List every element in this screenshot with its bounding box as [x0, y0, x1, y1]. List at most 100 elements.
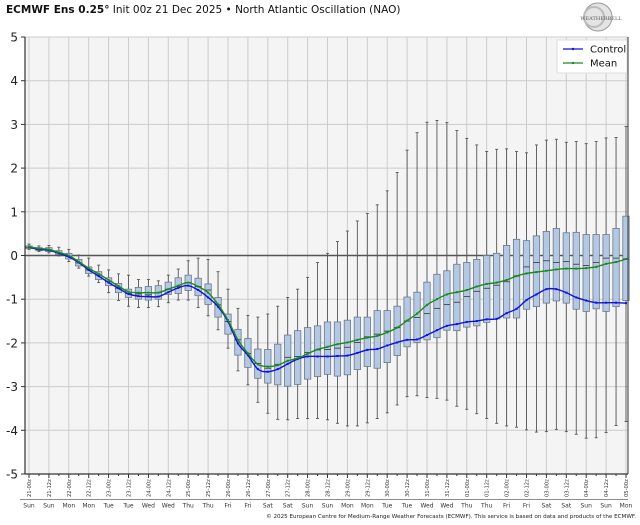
- chart-title: ECMWF Ens 0.25° Init 00z 21 Dec 2025 • N…: [6, 4, 401, 16]
- box-iqr: [602, 234, 610, 312]
- series-point-mean: [107, 278, 110, 281]
- x-tick-label: 21-00z: [27, 479, 33, 497]
- series-point-control: [406, 338, 409, 341]
- series-point-mean: [177, 284, 180, 287]
- series-point-control: [306, 355, 309, 358]
- series-point-control: [177, 286, 180, 289]
- x-tick-label: 26-00z: [226, 479, 232, 497]
- box-iqr: [522, 240, 531, 310]
- series-point-control: [366, 348, 369, 351]
- day-label: Sun: [43, 503, 55, 510]
- series-point-control: [137, 295, 140, 298]
- x-tick-label: 29-12z: [365, 479, 371, 497]
- box-iqr: [542, 231, 551, 304]
- x-tick-label: 29-00z: [345, 479, 351, 497]
- series-point-mean: [246, 352, 249, 355]
- title-model: ECMWF Ens 0.25°: [6, 4, 109, 16]
- series-point-mean: [366, 336, 369, 339]
- box-iqr: [393, 305, 401, 356]
- x-tick-label: 27-12z: [286, 479, 292, 497]
- series-point-mean: [535, 271, 538, 274]
- x-tick-label: 23-12z: [127, 479, 133, 497]
- series-point-mean: [57, 251, 60, 254]
- y-tick-label: -4: [6, 424, 18, 438]
- box-iqr: [323, 321, 332, 375]
- series-point-control: [107, 281, 110, 284]
- series-point-control: [376, 348, 379, 351]
- series-point-mean: [445, 293, 448, 296]
- series-point-control: [595, 301, 598, 304]
- series-point-control: [505, 312, 508, 315]
- x-tick-label: 02-12z: [525, 479, 531, 497]
- series-point-mean: [485, 282, 488, 285]
- series-point-control: [475, 320, 478, 323]
- series-point-control: [416, 338, 419, 341]
- series-point-mean: [197, 285, 200, 288]
- x-tick-label: 01-00z: [465, 479, 471, 497]
- series-point-mean: [605, 262, 608, 265]
- x-tick-label: 28-12z: [326, 479, 332, 497]
- box-iqr: [483, 255, 491, 323]
- x-tick-label: 31-12z: [445, 479, 451, 497]
- series-point-mean: [296, 357, 299, 360]
- series-point-mean: [396, 326, 399, 329]
- day-label: Mon: [82, 503, 95, 510]
- series-point-mean: [217, 303, 220, 306]
- day-label: Thu: [480, 503, 492, 510]
- x-tick-label: 28-00z: [306, 479, 312, 497]
- x-tick-label: 25-00z: [186, 479, 192, 497]
- series-point-mean: [545, 269, 548, 272]
- x-tick-label: 22-00z: [67, 479, 73, 497]
- series-point-mean: [465, 289, 468, 292]
- series-point-control: [515, 307, 518, 310]
- series-point-control: [386, 344, 389, 347]
- day-label: Sun: [600, 503, 612, 510]
- day-label: Sun: [580, 503, 592, 510]
- series-point-control: [187, 284, 190, 287]
- series-point-control: [605, 301, 608, 304]
- box-iqr: [403, 296, 411, 348]
- day-label: Thu: [201, 503, 213, 510]
- series-point-control: [217, 305, 220, 308]
- x-tick-label: 31-00z: [425, 479, 431, 497]
- series-point-mean: [475, 285, 478, 288]
- series-point-control: [575, 296, 578, 299]
- x-tick-label: 01-12z: [485, 479, 491, 497]
- series-point-mean: [505, 278, 508, 281]
- series-point-mean: [266, 365, 269, 368]
- series-point-control: [157, 295, 160, 298]
- y-tick-label: -1: [6, 293, 18, 307]
- series-point-mean: [346, 341, 349, 344]
- series-point-mean: [435, 298, 438, 301]
- series-point-mean: [77, 260, 80, 263]
- series-point-mean: [326, 345, 329, 348]
- series-point-mean: [625, 257, 627, 260]
- box-iqr: [512, 238, 521, 319]
- series-point-control: [525, 299, 528, 302]
- series-point-mean: [276, 364, 279, 367]
- day-label: Wed: [142, 503, 155, 510]
- series-point-mean: [187, 281, 190, 284]
- series-point-mean: [28, 245, 30, 248]
- series-point-control: [625, 302, 627, 305]
- series-point-control: [396, 341, 399, 344]
- series-point-mean: [356, 338, 359, 341]
- day-label: Thu: [460, 503, 472, 510]
- day-label: Wed: [440, 503, 453, 510]
- x-tick-label: 03-00z: [544, 479, 550, 497]
- day-label: Wed: [420, 503, 433, 510]
- series-point-control: [465, 320, 468, 323]
- series-point-control: [286, 362, 289, 365]
- x-tick-label: 24-12z: [166, 479, 172, 497]
- series-point-control: [555, 288, 558, 291]
- series-point-mean: [117, 285, 120, 288]
- y-tick-label: -5: [6, 468, 18, 482]
- day-label: Sat: [541, 503, 551, 510]
- series-point-control: [117, 287, 120, 290]
- series-point-mean: [207, 291, 210, 294]
- series-point-mean: [147, 291, 150, 294]
- series-point-control: [615, 301, 618, 304]
- series-point-mean: [595, 265, 598, 268]
- box-iqr: [333, 321, 342, 377]
